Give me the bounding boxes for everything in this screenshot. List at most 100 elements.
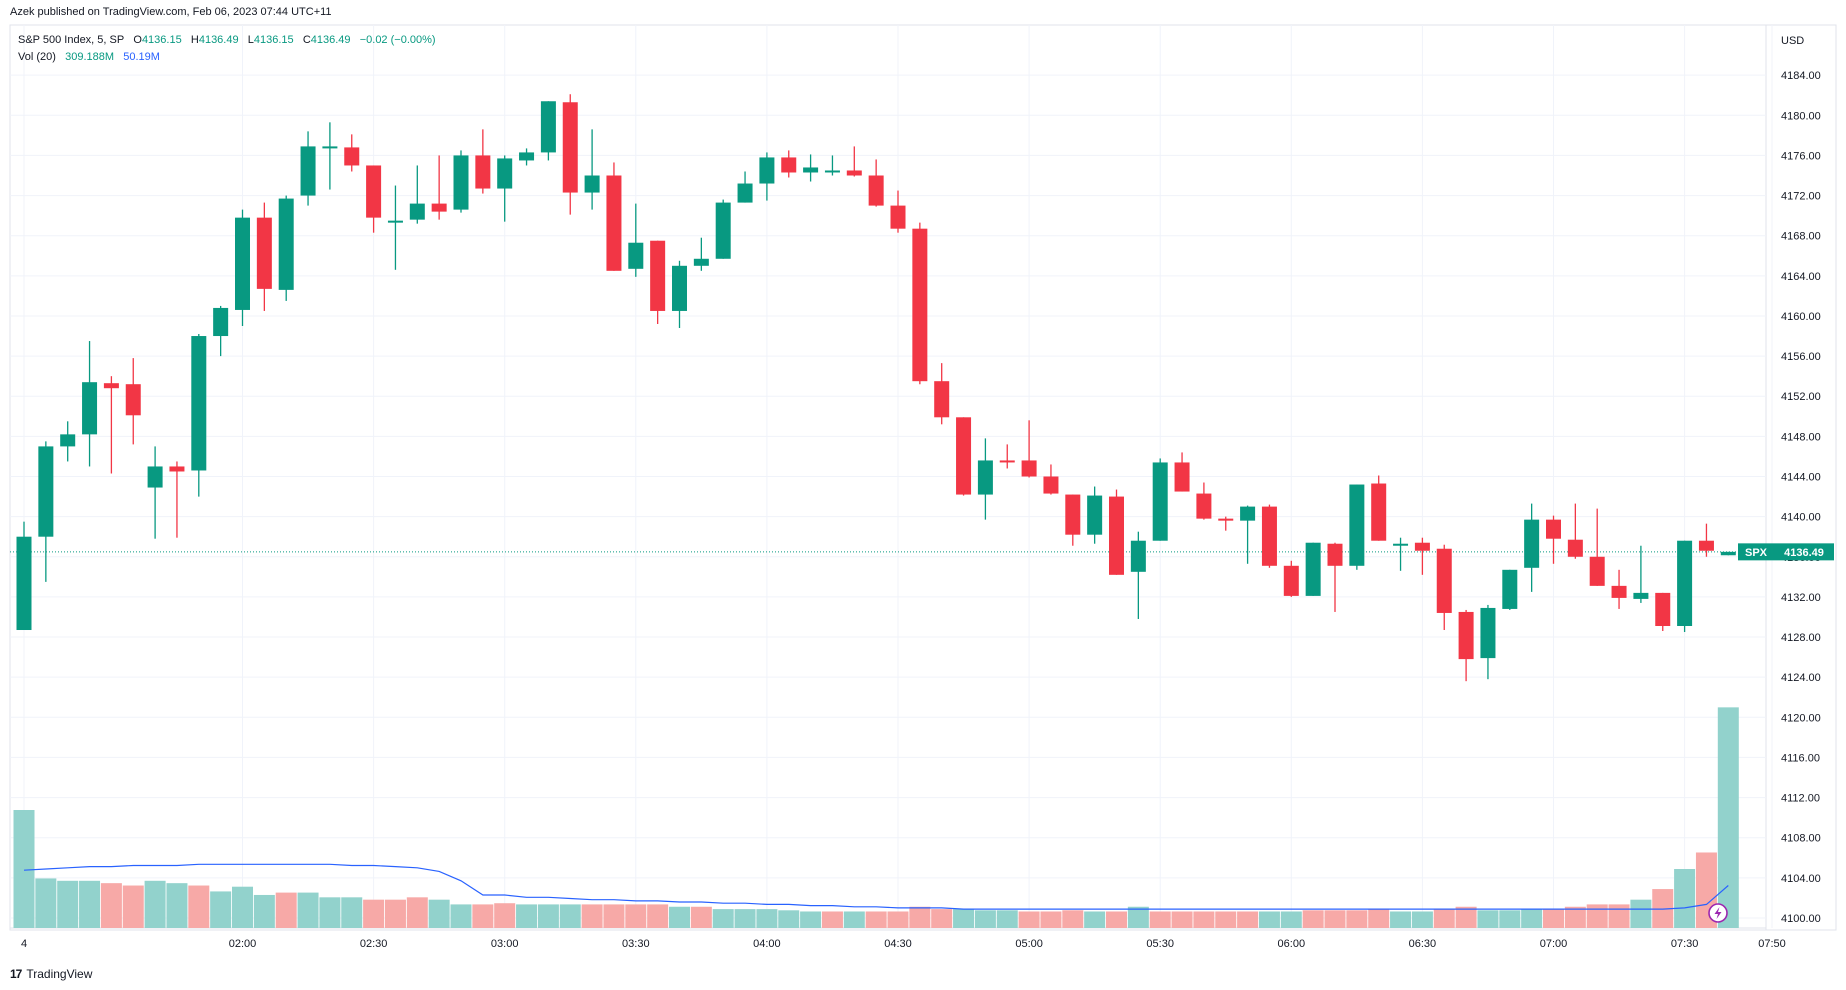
volume-bar bbox=[1127, 906, 1149, 928]
candle-body bbox=[409, 203, 425, 220]
volume-bar bbox=[909, 906, 931, 928]
price-tick-label: 4112.00 bbox=[1781, 793, 1820, 805]
candle-body bbox=[1480, 607, 1496, 659]
volume-bar bbox=[253, 894, 275, 928]
volume-bar bbox=[603, 904, 625, 928]
volume-bar bbox=[297, 892, 319, 928]
volume-bar bbox=[953, 909, 975, 928]
candle-body bbox=[890, 205, 906, 229]
candle-body bbox=[453, 155, 469, 210]
candle-body bbox=[1240, 506, 1256, 521]
candle-body bbox=[1655, 592, 1671, 626]
volume-bar bbox=[1543, 909, 1564, 928]
price-tick-label: 4180.00 bbox=[1781, 110, 1821, 122]
symbol-tag bbox=[1738, 543, 1774, 561]
time-tick-label: 07:30 bbox=[1671, 938, 1699, 950]
candle-body bbox=[628, 242, 644, 269]
candle-body bbox=[1589, 556, 1605, 586]
volume-bar bbox=[341, 897, 363, 928]
candle-body bbox=[1414, 542, 1430, 551]
volume-bar bbox=[122, 885, 144, 928]
volume-bar bbox=[57, 880, 79, 928]
volume-bar bbox=[1302, 910, 1324, 928]
candle-body bbox=[1349, 484, 1365, 566]
volume-bar bbox=[1717, 707, 1739, 928]
candle-body bbox=[431, 203, 447, 212]
time-tick-label: 02:30 bbox=[360, 938, 388, 950]
time-axis[interactable]: 4 02:00 02:30 03:00 03:30 04:00 04:30 05:00 05:3… bbox=[21, 938, 1846, 950]
grid-lines bbox=[10, 25, 1773, 928]
lightning-icon[interactable] bbox=[1708, 903, 1728, 923]
time-tick-label: 03:30 bbox=[622, 938, 650, 950]
volume-ma-line bbox=[23, 863, 1729, 910]
volume-bar bbox=[537, 904, 559, 928]
candle-body bbox=[213, 307, 229, 337]
time-tick-label: 4 bbox=[21, 938, 27, 950]
volume-bar bbox=[1368, 909, 1390, 928]
price-tick-label: 4132.00 bbox=[1781, 592, 1821, 604]
volume-bar bbox=[79, 880, 101, 928]
volume-bar bbox=[1193, 911, 1215, 928]
volume-bar bbox=[1062, 910, 1084, 928]
time-tick-label: 07:00 bbox=[1540, 938, 1568, 950]
volume-bar bbox=[166, 883, 188, 928]
candle-body bbox=[606, 175, 622, 271]
price-tick-label: 4148.00 bbox=[1781, 431, 1821, 443]
candlesticks bbox=[16, 94, 1736, 682]
price-tag bbox=[1774, 543, 1834, 561]
volume-bar bbox=[1608, 904, 1630, 928]
candle-body bbox=[1087, 495, 1103, 535]
volume-bar bbox=[734, 909, 756, 928]
price-tick-label: 4176.00 bbox=[1781, 150, 1821, 162]
candle-body bbox=[169, 466, 185, 472]
price-tick-label: 4100.00 bbox=[1781, 913, 1821, 925]
volume-bar bbox=[1084, 911, 1106, 928]
candle-body bbox=[803, 167, 819, 173]
volume-bar bbox=[1411, 911, 1433, 928]
volume-ma-value: 309.188M bbox=[65, 51, 115, 63]
volume-bars bbox=[13, 707, 1739, 928]
currency-label: USD bbox=[1781, 35, 1804, 47]
volume-bar bbox=[1324, 910, 1346, 928]
volume-bar bbox=[800, 911, 822, 928]
volume-bar bbox=[1346, 910, 1368, 928]
candle-body bbox=[672, 265, 687, 311]
price-tick-label: 4164.00 bbox=[1781, 271, 1821, 283]
price-axis[interactable]: 4100.00 4104.00 4108.00 4112.00 4116.00 4120.… bbox=[1781, 70, 1821, 925]
candle-body bbox=[846, 170, 862, 176]
tradingview-brand[interactable]: 17 TradingView bbox=[10, 967, 92, 981]
candle-body bbox=[60, 434, 76, 447]
high-label: H bbox=[190, 34, 199, 46]
candle-body bbox=[278, 198, 294, 290]
candle-body bbox=[934, 381, 950, 418]
candle-body bbox=[519, 152, 535, 161]
price-tick-label: 4116.00 bbox=[1781, 752, 1820, 764]
volume-legend[interactable]: Vol (20) 309.188M 50.19M bbox=[18, 51, 160, 63]
candle-body bbox=[868, 175, 884, 206]
candle-body bbox=[38, 446, 54, 537]
volume-bar bbox=[450, 904, 472, 928]
candle-body bbox=[737, 183, 753, 203]
time-tick-label: 05:00 bbox=[1015, 938, 1043, 950]
volume-bar bbox=[1390, 911, 1412, 928]
open-label: O bbox=[133, 34, 142, 46]
volume-bar bbox=[363, 899, 385, 928]
price-tag-label: 4136.49 bbox=[1784, 547, 1824, 559]
volume-bar bbox=[1171, 911, 1193, 928]
volume-bar bbox=[275, 892, 297, 928]
candle-body bbox=[1261, 506, 1277, 566]
candle-body bbox=[999, 460, 1015, 463]
volume-bar bbox=[188, 885, 210, 928]
candle-body bbox=[1065, 494, 1081, 535]
volume-bar bbox=[1040, 911, 1062, 928]
candle-body bbox=[562, 102, 578, 193]
candle-body bbox=[1393, 543, 1409, 546]
candle-body bbox=[1109, 496, 1124, 575]
price-tick-label: 4140.00 bbox=[1781, 512, 1821, 524]
low-label: L bbox=[247, 34, 254, 46]
symbol-legend[interactable]: S&P 500 Index, 5, SP O4136.15 H4136.49 L… bbox=[18, 34, 436, 46]
candle-body bbox=[1196, 493, 1212, 519]
candle-body bbox=[1567, 539, 1583, 557]
time-tick-label: 07:50 bbox=[1758, 938, 1786, 950]
